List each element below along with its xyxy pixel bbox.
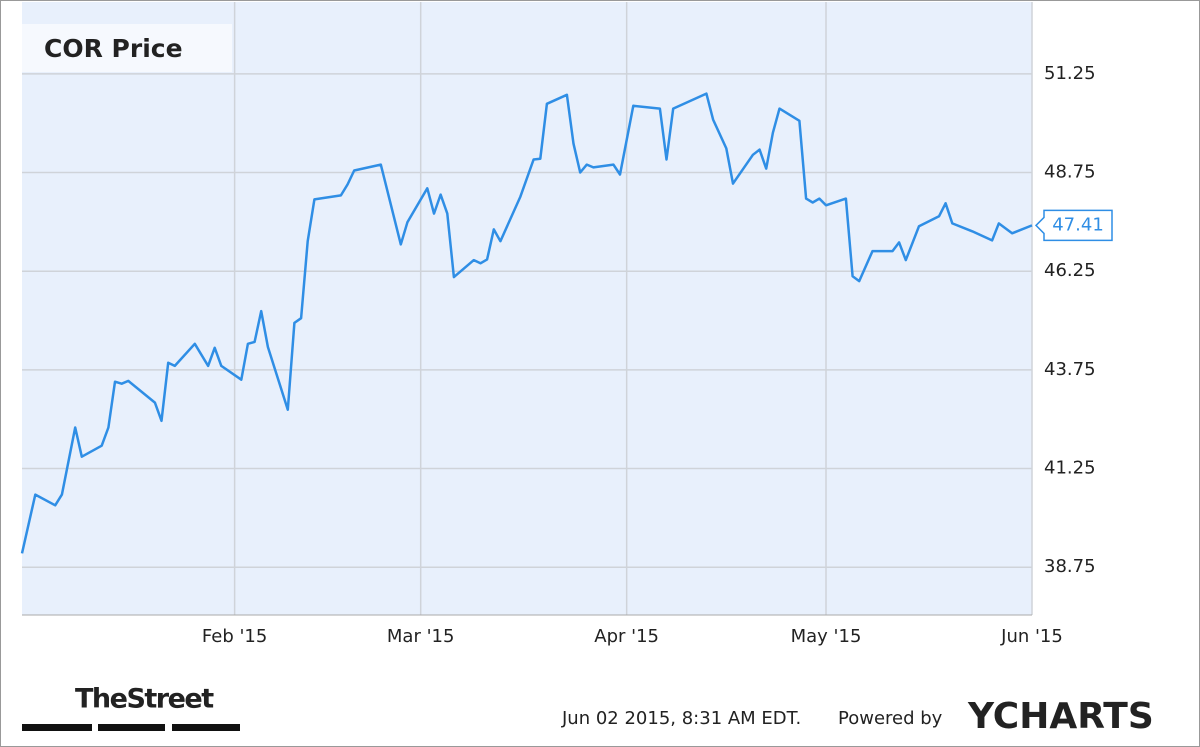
x-tick-label: May '15 <box>791 626 862 647</box>
x-tick-label: Apr '15 <box>594 626 659 647</box>
y-tick-label: 51.25 <box>1044 63 1096 84</box>
source-logo: TheStreet <box>75 684 214 715</box>
plot-area <box>22 2 1032 615</box>
logo-bar <box>172 724 240 731</box>
brand-logo: YCHARTS <box>967 696 1154 737</box>
y-tick-label: 48.75 <box>1044 162 1096 183</box>
y-tick-label: 41.25 <box>1044 458 1096 479</box>
y-tick-label: 38.75 <box>1044 556 1096 577</box>
chart-title: COR Price <box>44 34 183 63</box>
x-tick-label: Feb '15 <box>202 626 267 647</box>
title-box <box>22 24 232 72</box>
timestamp: Jun 02 2015, 8:31 AM EDT. <box>561 708 801 729</box>
x-tick-label: Mar '15 <box>387 626 455 647</box>
powered-by: Powered by <box>838 708 943 729</box>
y-tick-label: 43.75 <box>1044 359 1096 380</box>
logo-bar <box>22 724 92 731</box>
price-line <box>20 92 1033 554</box>
y-tick-label: 46.25 <box>1044 260 1096 281</box>
x-tick-label: Jun '15 <box>1000 626 1063 647</box>
last-value-label: 47.41 <box>1052 214 1104 235</box>
last-value-callout <box>1034 209 1113 242</box>
logo-bar <box>98 724 165 731</box>
